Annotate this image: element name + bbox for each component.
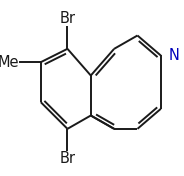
Text: Me: Me <box>0 55 19 70</box>
Text: Br: Br <box>59 11 75 26</box>
Text: Br: Br <box>59 151 75 166</box>
Text: N: N <box>168 48 179 63</box>
